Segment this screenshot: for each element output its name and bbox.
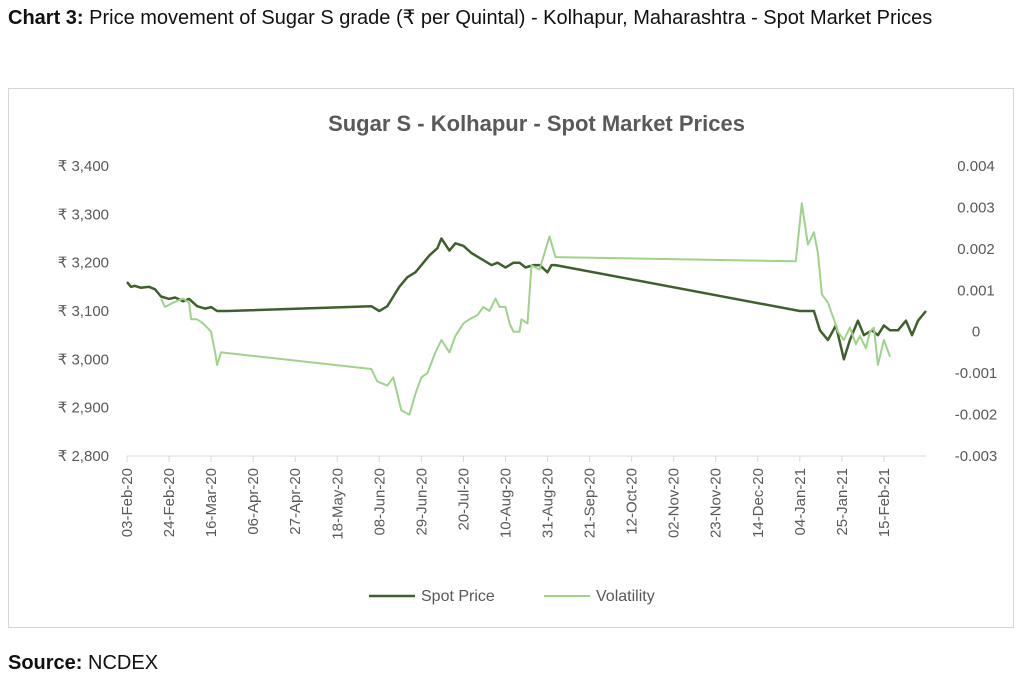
y-left-tick-label: ₹ 2,800 <box>58 448 109 465</box>
x-tick-label: 14-Dec-20 <box>750 468 767 538</box>
x-tick-label: 02-Nov-20 <box>666 468 683 538</box>
y-left-tick-label: ₹ 3,000 <box>58 351 109 368</box>
chart-canvas: Sugar S - Kolhapur - Spot Market Prices ₹… <box>58 111 998 605</box>
y-left-tick-label: ₹ 2,900 <box>58 400 109 417</box>
y-left-tick-label: ₹ 3,300 <box>58 206 109 223</box>
legend-volatility-label: Volatility <box>596 588 655 605</box>
chart-title: Sugar S - Kolhapur - Spot Market Prices <box>328 111 745 136</box>
y-right-tick-label: 0 <box>972 324 980 341</box>
y-right-tick-label: -0.003 <box>955 448 998 465</box>
caption-label: Chart 3: <box>8 7 84 29</box>
source-text: NCDEX <box>88 652 159 674</box>
x-tick-label: 15-Feb-21 <box>876 468 893 537</box>
x-tick-label: 04-Jan-21 <box>792 468 809 536</box>
x-tick-label: 31-Aug-20 <box>540 468 557 538</box>
x-tick-label: 18-May-20 <box>329 468 346 540</box>
x-tick-label: 08-Jun-20 <box>371 468 388 536</box>
x-tick-label: 27-Apr-20 <box>287 468 304 535</box>
legend-spot-price-label: Spot Price <box>421 588 495 605</box>
chart-frame: Sugar S - Kolhapur - Spot Market Prices ₹… <box>8 88 1014 628</box>
x-tick-label: 10-Aug-20 <box>497 468 514 538</box>
x-tick-label: 06-Apr-20 <box>245 468 262 535</box>
y-right-tick-label: 0.004 <box>957 158 995 175</box>
volatility-line <box>160 202 891 416</box>
x-tick-label: 24-Feb-20 <box>161 468 178 537</box>
x-tick-label: 21-Sep-20 <box>582 468 599 538</box>
source-note: Source: NCDEX <box>8 652 158 675</box>
y-right-tick-label: 0.003 <box>957 199 995 216</box>
caption-text: Price movement of Sugar S grade (₹ per Q… <box>89 7 933 29</box>
spot-price-line <box>126 237 927 361</box>
figure-caption: Chart 3: Price movement of Sugar S grade… <box>8 4 1008 32</box>
y-left-tick-label: ₹ 3,200 <box>58 255 109 272</box>
x-tick-label: 25-Jan-21 <box>834 468 851 536</box>
y-left-tick-label: ₹ 3,400 <box>58 158 109 175</box>
x-tick-label: 03-Feb-20 <box>119 468 136 537</box>
x-tick-label: 20-Jul-20 <box>455 468 472 531</box>
source-label: Source: <box>8 652 83 674</box>
x-tick-label: 16-Mar-20 <box>203 468 220 537</box>
y-right-tick-label: -0.002 <box>955 407 998 424</box>
y-right-tick-label: 0.002 <box>957 241 995 258</box>
y-left-tick-label: ₹ 3,100 <box>58 303 109 320</box>
y-right-tick-label: 0.001 <box>957 282 995 299</box>
x-tick-label: 23-Nov-20 <box>708 468 725 538</box>
y-right-tick-label: -0.001 <box>955 365 998 382</box>
x-tick-label: 29-Jun-20 <box>413 468 430 536</box>
x-tick-label: 12-Oct-20 <box>624 468 641 535</box>
